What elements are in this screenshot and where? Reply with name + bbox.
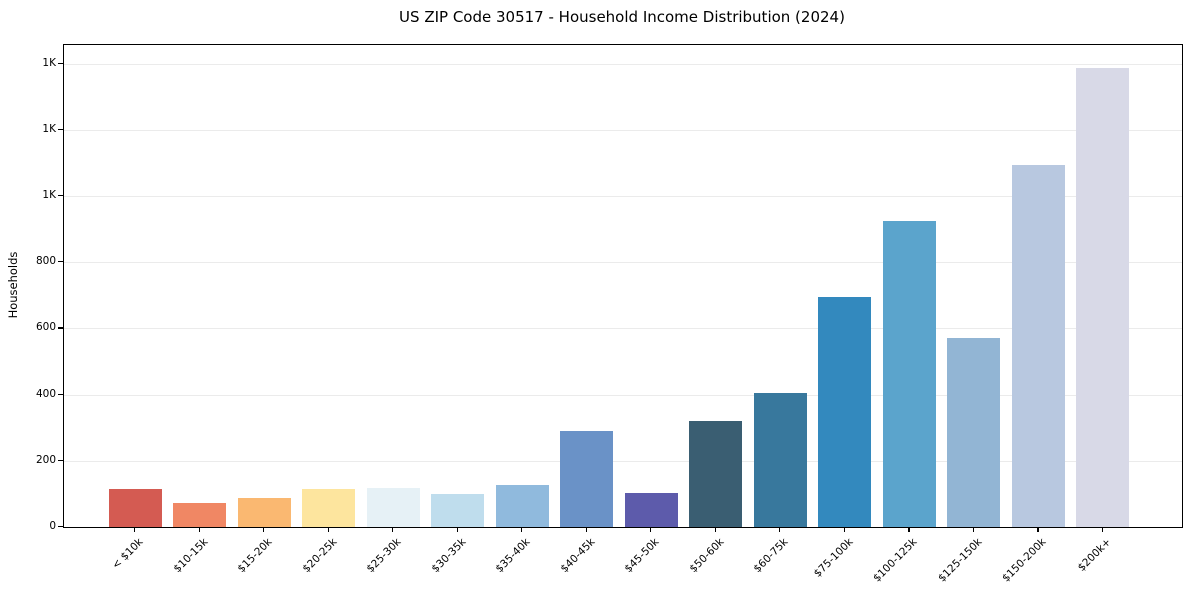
bar	[1076, 67, 1130, 527]
x-tick-label: $100-125k	[871, 536, 920, 585]
bar	[237, 497, 291, 527]
y-tick-mark	[58, 62, 63, 64]
x-tick-mark	[585, 527, 587, 532]
y-tick-label: 800	[35, 255, 56, 268]
x-tick-label: $60-75k	[751, 536, 791, 576]
x-tick-label: $10-15k	[170, 536, 211, 576]
x-tick-mark	[456, 527, 458, 532]
y-tick-label: 200	[35, 453, 56, 466]
y-tick-label: 400	[35, 387, 56, 400]
y-tick-label: 0	[49, 520, 56, 532]
y-tick-mark	[58, 459, 63, 461]
bar	[624, 492, 678, 527]
x-tick-mark	[972, 527, 975, 532]
x-tick-label: $125-150k	[935, 536, 985, 585]
x-tick-mark	[198, 527, 200, 532]
y-tick-label: 1K	[42, 188, 56, 201]
x-tick-label: $75-100k	[811, 536, 856, 580]
chart-title: US ZIP Code 30517 - Household Income Dis…	[399, 8, 845, 26]
x-tick-mark	[521, 527, 523, 532]
bar	[173, 502, 227, 527]
x-tick-mark	[1101, 527, 1104, 532]
bar	[431, 493, 485, 527]
x-tick-mark	[908, 527, 910, 532]
y-tick-label: 1K	[42, 122, 56, 135]
x-tick-mark	[327, 527, 329, 532]
x-tick-label: $35-40k	[493, 536, 533, 576]
gridline	[64, 394, 1182, 396]
gridline	[64, 129, 1182, 131]
bar	[366, 487, 420, 527]
x-tick-mark	[779, 527, 781, 532]
plot-area	[63, 44, 1183, 528]
y-tick-mark	[58, 194, 63, 197]
x-tick-label: $45-50k	[622, 536, 662, 576]
x-tick-mark	[650, 527, 652, 532]
bar	[1011, 165, 1065, 527]
bar	[689, 420, 743, 527]
gridline	[64, 195, 1182, 197]
y-tick-mark	[58, 526, 63, 528]
x-tick-label: $200k+	[1075, 536, 1114, 574]
gridline	[64, 262, 1182, 264]
x-tick-mark	[392, 527, 394, 532]
y-tick-mark	[58, 393, 63, 395]
y-tick-mark	[58, 261, 63, 263]
x-tick-mark	[1037, 527, 1039, 532]
bar	[495, 484, 549, 527]
y-tick-mark	[58, 128, 63, 130]
bar	[818, 297, 872, 527]
x-tick-label: $15-20k	[235, 536, 275, 576]
x-tick-mark	[134, 527, 136, 532]
gridline	[64, 328, 1182, 330]
x-tick-label: $50-60k	[687, 536, 727, 576]
bar	[753, 393, 807, 527]
x-tick-label: < $10k	[109, 536, 146, 572]
bar	[302, 488, 356, 527]
x-tick-label: $25-30k	[364, 536, 404, 576]
x-tick-label: $150-200k	[1000, 536, 1049, 585]
bar	[882, 221, 936, 527]
bar	[947, 338, 1001, 527]
bar	[560, 430, 614, 527]
x-tick-mark	[714, 527, 716, 532]
x-tick-mark	[843, 527, 846, 532]
x-tick-mark	[263, 527, 265, 532]
gridline	[64, 460, 1182, 462]
y-tick-label: 1K	[42, 56, 56, 69]
y-tick-mark	[58, 327, 63, 329]
gridline	[64, 63, 1182, 65]
x-tick-label: $40-45k	[558, 536, 598, 576]
bar	[108, 488, 162, 527]
x-tick-label: $30-35k	[429, 536, 469, 576]
y-tick-label: 600	[35, 321, 56, 334]
x-tick-label: $20-25k	[299, 536, 340, 576]
